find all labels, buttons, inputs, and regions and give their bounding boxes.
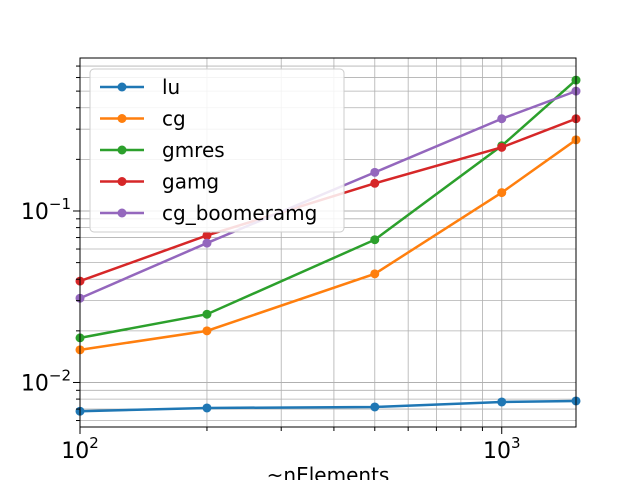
legend-item-gmres: gmres [100, 138, 225, 162]
legend-marker-cg_boomeramg [117, 208, 127, 218]
legend-label-cg_boomeramg: cg_boomeramg [162, 201, 317, 225]
data-point-gmres [202, 309, 212, 319]
x-tick-label: 103 [483, 434, 521, 464]
y-tick-label: 10−1 [21, 195, 71, 225]
legend-marker-cg [117, 114, 127, 123]
data-point-cg [202, 326, 212, 336]
legend-label-gmres: gmres [162, 138, 225, 162]
data-point-gmres [370, 235, 380, 245]
x-tick-label: 102 [61, 434, 99, 464]
legend-marker-gamg [117, 177, 127, 186]
y-tick-label: 10−2 [21, 366, 71, 396]
axis-ticks: 102 103 10−2 10−1 [21, 65, 521, 464]
series-gamg [75, 114, 581, 286]
data-point-lu [202, 403, 212, 413]
legend-label-cg: cg [162, 107, 186, 131]
x-axis-label: ~nElements [267, 463, 390, 480]
data-point-lu [370, 402, 380, 412]
data-point-cg_boomeramg [370, 167, 380, 177]
series-layer [75, 75, 581, 416]
legend-marker-gmres [117, 145, 127, 155]
data-point-cg_boomeramg [202, 238, 212, 248]
series-cg [75, 135, 581, 355]
data-point-cg [370, 269, 380, 279]
legend-item-cg: cg [100, 107, 186, 131]
legend-item-lu: lu [100, 75, 180, 99]
legend-box [89, 68, 345, 233]
data-point-gamg [370, 178, 380, 188]
legend-item-cg_boomeramg: cg_boomeramg [100, 201, 317, 225]
data-point-lu [497, 397, 507, 407]
legend-item-gamg: gamg [100, 170, 219, 194]
plot-frame [79, 57, 577, 428]
legend-label-gamg: gamg [162, 170, 219, 194]
data-point-gamg [202, 230, 212, 240]
legend-label-lu: lu [162, 75, 180, 99]
series-cg_boomeramg [75, 86, 581, 303]
legend-marker-lu [117, 82, 127, 92]
data-point-cg_boomeramg [497, 114, 507, 124]
data-point-cg [497, 188, 507, 198]
data-point-gamg [497, 142, 507, 152]
legend: lu cg gmres gamg cg_boomeramg [89, 68, 345, 233]
